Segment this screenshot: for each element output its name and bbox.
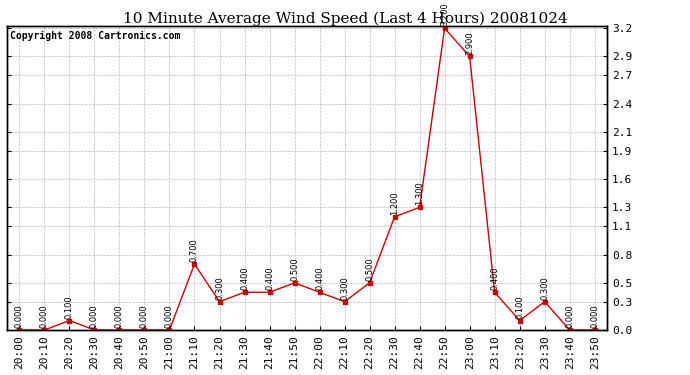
Text: 0.000: 0.000 [565,304,574,328]
Text: 0.400: 0.400 [265,267,274,290]
Text: 3.200: 3.200 [440,3,449,26]
Text: 0.300: 0.300 [540,276,549,300]
Text: 0.700: 0.700 [190,238,199,262]
Text: Copyright 2008 Cartronics.com: Copyright 2008 Cartronics.com [10,31,180,41]
Text: 0.500: 0.500 [290,257,299,281]
Text: 0.000: 0.000 [40,304,49,328]
Text: 0.400: 0.400 [490,267,499,290]
Text: 0.100: 0.100 [65,295,74,319]
Text: 0.300: 0.300 [340,276,349,300]
Text: 0.000: 0.000 [90,304,99,328]
Text: 0.300: 0.300 [215,276,224,300]
Text: 0.100: 0.100 [515,295,524,319]
Text: 0.500: 0.500 [365,257,374,281]
Text: 0.000: 0.000 [115,304,124,328]
Text: 0.000: 0.000 [15,304,24,328]
Text: 1.200: 1.200 [390,191,399,215]
Text: 2.900: 2.900 [465,31,474,54]
Text: 0.000: 0.000 [140,304,149,328]
Text: 0.400: 0.400 [315,267,324,290]
Text: 0.000: 0.000 [165,304,174,328]
Text: 10 Minute Average Wind Speed (Last 4 Hours) 20081024: 10 Minute Average Wind Speed (Last 4 Hou… [123,11,567,26]
Text: 0.400: 0.400 [240,267,249,290]
Text: 0.000: 0.000 [590,304,599,328]
Text: 1.300: 1.300 [415,182,424,206]
